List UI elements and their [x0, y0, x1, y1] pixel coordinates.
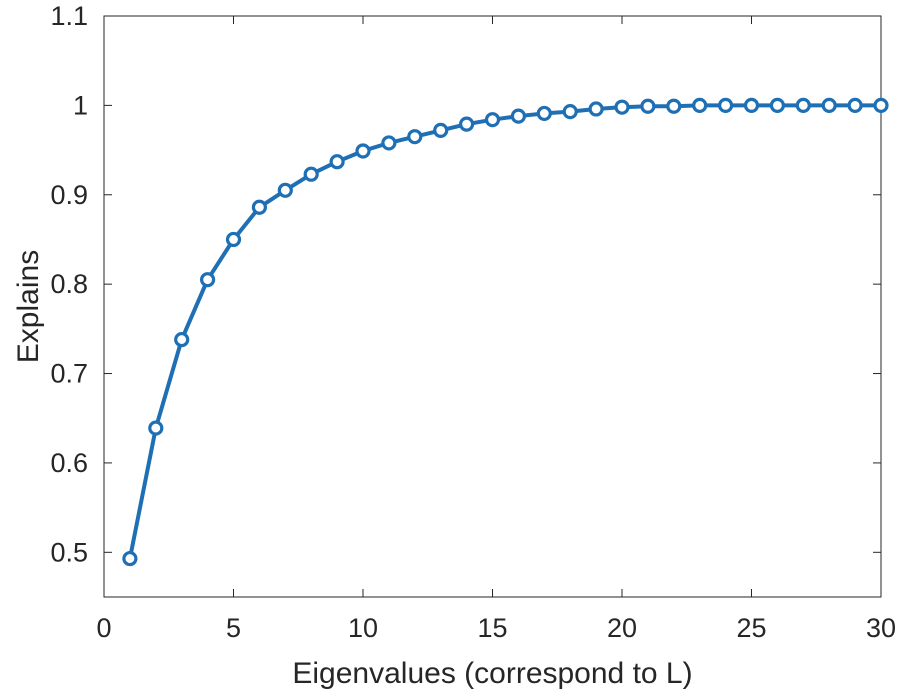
- data-point: [743, 97, 760, 113]
- data-point: [277, 182, 293, 198]
- data-point: [795, 97, 811, 113]
- y-tick-label: 0.9: [50, 180, 88, 210]
- x-axis-label: Eigenvalues (correspond to L): [292, 657, 692, 690]
- data-point: [459, 116, 475, 132]
- data-point: [381, 135, 397, 151]
- x-tick-label: 0: [96, 613, 111, 643]
- data-point: [122, 550, 138, 567]
- data-point: [821, 97, 837, 113]
- x-tick-label: 5: [226, 613, 241, 643]
- y-tick-label: 1: [73, 90, 88, 120]
- data-point: [536, 105, 552, 122]
- y-tick-label: 1.1: [50, 1, 88, 31]
- data-point: [847, 97, 863, 113]
- x-tick-label: 15: [477, 613, 507, 643]
- data-point: [329, 154, 345, 170]
- y-tick-label: 0.5: [50, 537, 88, 567]
- y-tick-label: 0.6: [50, 448, 88, 478]
- y-tick-label: 0.8: [50, 269, 88, 299]
- data-point: [303, 166, 319, 182]
- data-point: [200, 272, 216, 288]
- data-point: [355, 143, 371, 159]
- data-point: [873, 97, 889, 113]
- data-point: [225, 231, 242, 248]
- x-axis-ticks: 0 5 10 15 20 25 30: [96, 16, 896, 643]
- x-tick-label: 20: [607, 613, 637, 643]
- data-point: [148, 420, 164, 436]
- data-point: [562, 104, 578, 120]
- data-point: [433, 122, 449, 139]
- data-point: [717, 97, 734, 113]
- x-tick-label: 25: [736, 613, 766, 643]
- data-point: [588, 101, 604, 117]
- y-axis-ticks: 0.5 0.6 0.7 0.8 0.9 1 1.1: [50, 1, 881, 567]
- data-point: [666, 98, 682, 114]
- series-layer: [122, 97, 889, 567]
- data-point: [251, 199, 267, 215]
- y-axis-label: Explains: [12, 250, 45, 363]
- data-point: [484, 112, 501, 128]
- data-point: [407, 129, 423, 145]
- x-tick-label: 10: [348, 613, 378, 643]
- data-point: [640, 98, 656, 114]
- data-point: [769, 97, 786, 113]
- data-point: [692, 97, 708, 113]
- y-tick-label: 0.7: [50, 359, 88, 389]
- data-point: [174, 331, 190, 348]
- data-point: [510, 108, 527, 124]
- data-point: [614, 99, 630, 115]
- x-tick-label: 30: [866, 613, 896, 643]
